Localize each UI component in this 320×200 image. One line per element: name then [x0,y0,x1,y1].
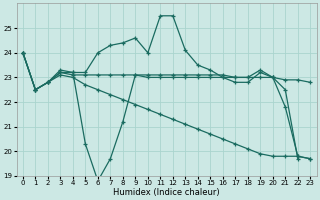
X-axis label: Humidex (Indice chaleur): Humidex (Indice chaleur) [113,188,220,197]
